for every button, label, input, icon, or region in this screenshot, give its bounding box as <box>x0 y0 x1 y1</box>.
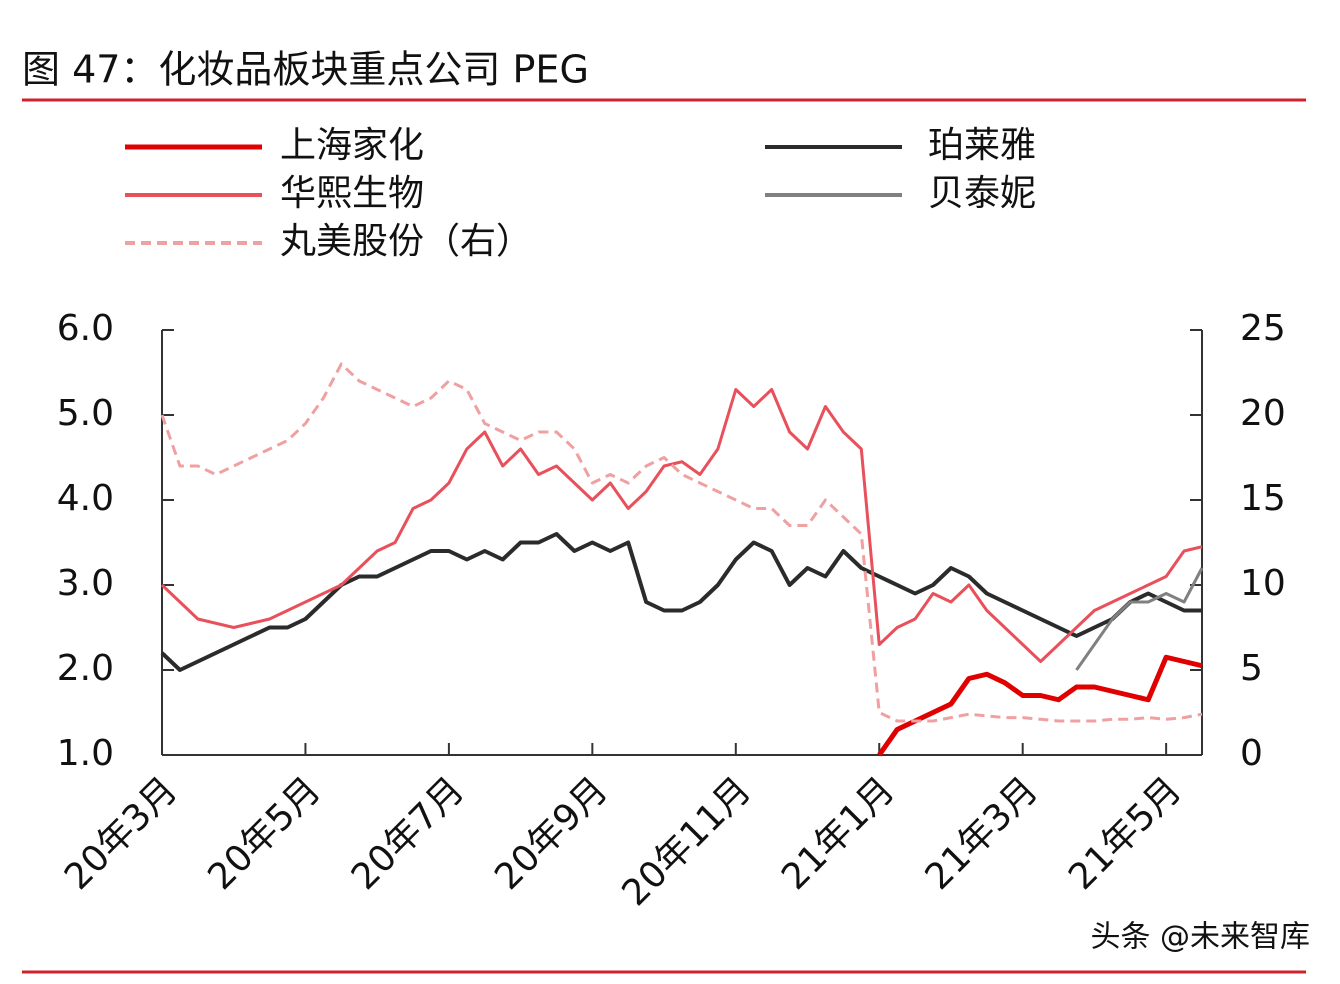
x-tick-label: 20年3月 <box>57 769 185 897</box>
y2-tick-label: 10 <box>1240 563 1286 604</box>
legend-label: 珀莱雅 <box>928 125 1036 166</box>
series-line <box>160 362 1203 723</box>
watermark: 头条 @未来智库 <box>1090 920 1310 955</box>
y2-tick-label: 20 <box>1240 393 1286 434</box>
series-line <box>1075 567 1204 671</box>
x-tick-label: 20年11月 <box>615 769 760 914</box>
legend-label: 贝泰妮 <box>928 173 1036 214</box>
y-tick-label: 3.0 <box>57 563 114 604</box>
y-tick-label: 2.0 <box>57 648 114 689</box>
y2-tick-label: 15 <box>1240 478 1286 519</box>
y2-tick-label: 25 <box>1240 308 1286 349</box>
x-tick-label: 20年7月 <box>344 769 472 897</box>
y-tick-label: 4.0 <box>57 478 114 519</box>
x-tick-label: 21年1月 <box>774 769 902 897</box>
x-tick-label: 20年5月 <box>200 769 328 897</box>
legend-label: 丸美股份（右） <box>280 221 532 262</box>
y-tick-label: 6.0 <box>57 308 114 349</box>
legend-label: 上海家化 <box>280 125 424 166</box>
y-tick-label: 1.0 <box>57 733 114 774</box>
legend-label: 华熙生物 <box>280 173 424 214</box>
y-tick-label: 5.0 <box>57 393 114 434</box>
series-line <box>160 532 1202 672</box>
x-tick-label: 21年5月 <box>1061 769 1189 897</box>
series-line <box>160 388 1203 663</box>
y2-tick-label: 5 <box>1240 648 1263 689</box>
y2-tick-label: 0 <box>1240 733 1263 774</box>
x-tick-label: 20年9月 <box>487 769 615 897</box>
chart-title: 图 47：化妆品板块重点公司 PEG <box>22 48 589 92</box>
x-tick-label: 21年3月 <box>918 769 1046 897</box>
series-line <box>877 654 1203 757</box>
